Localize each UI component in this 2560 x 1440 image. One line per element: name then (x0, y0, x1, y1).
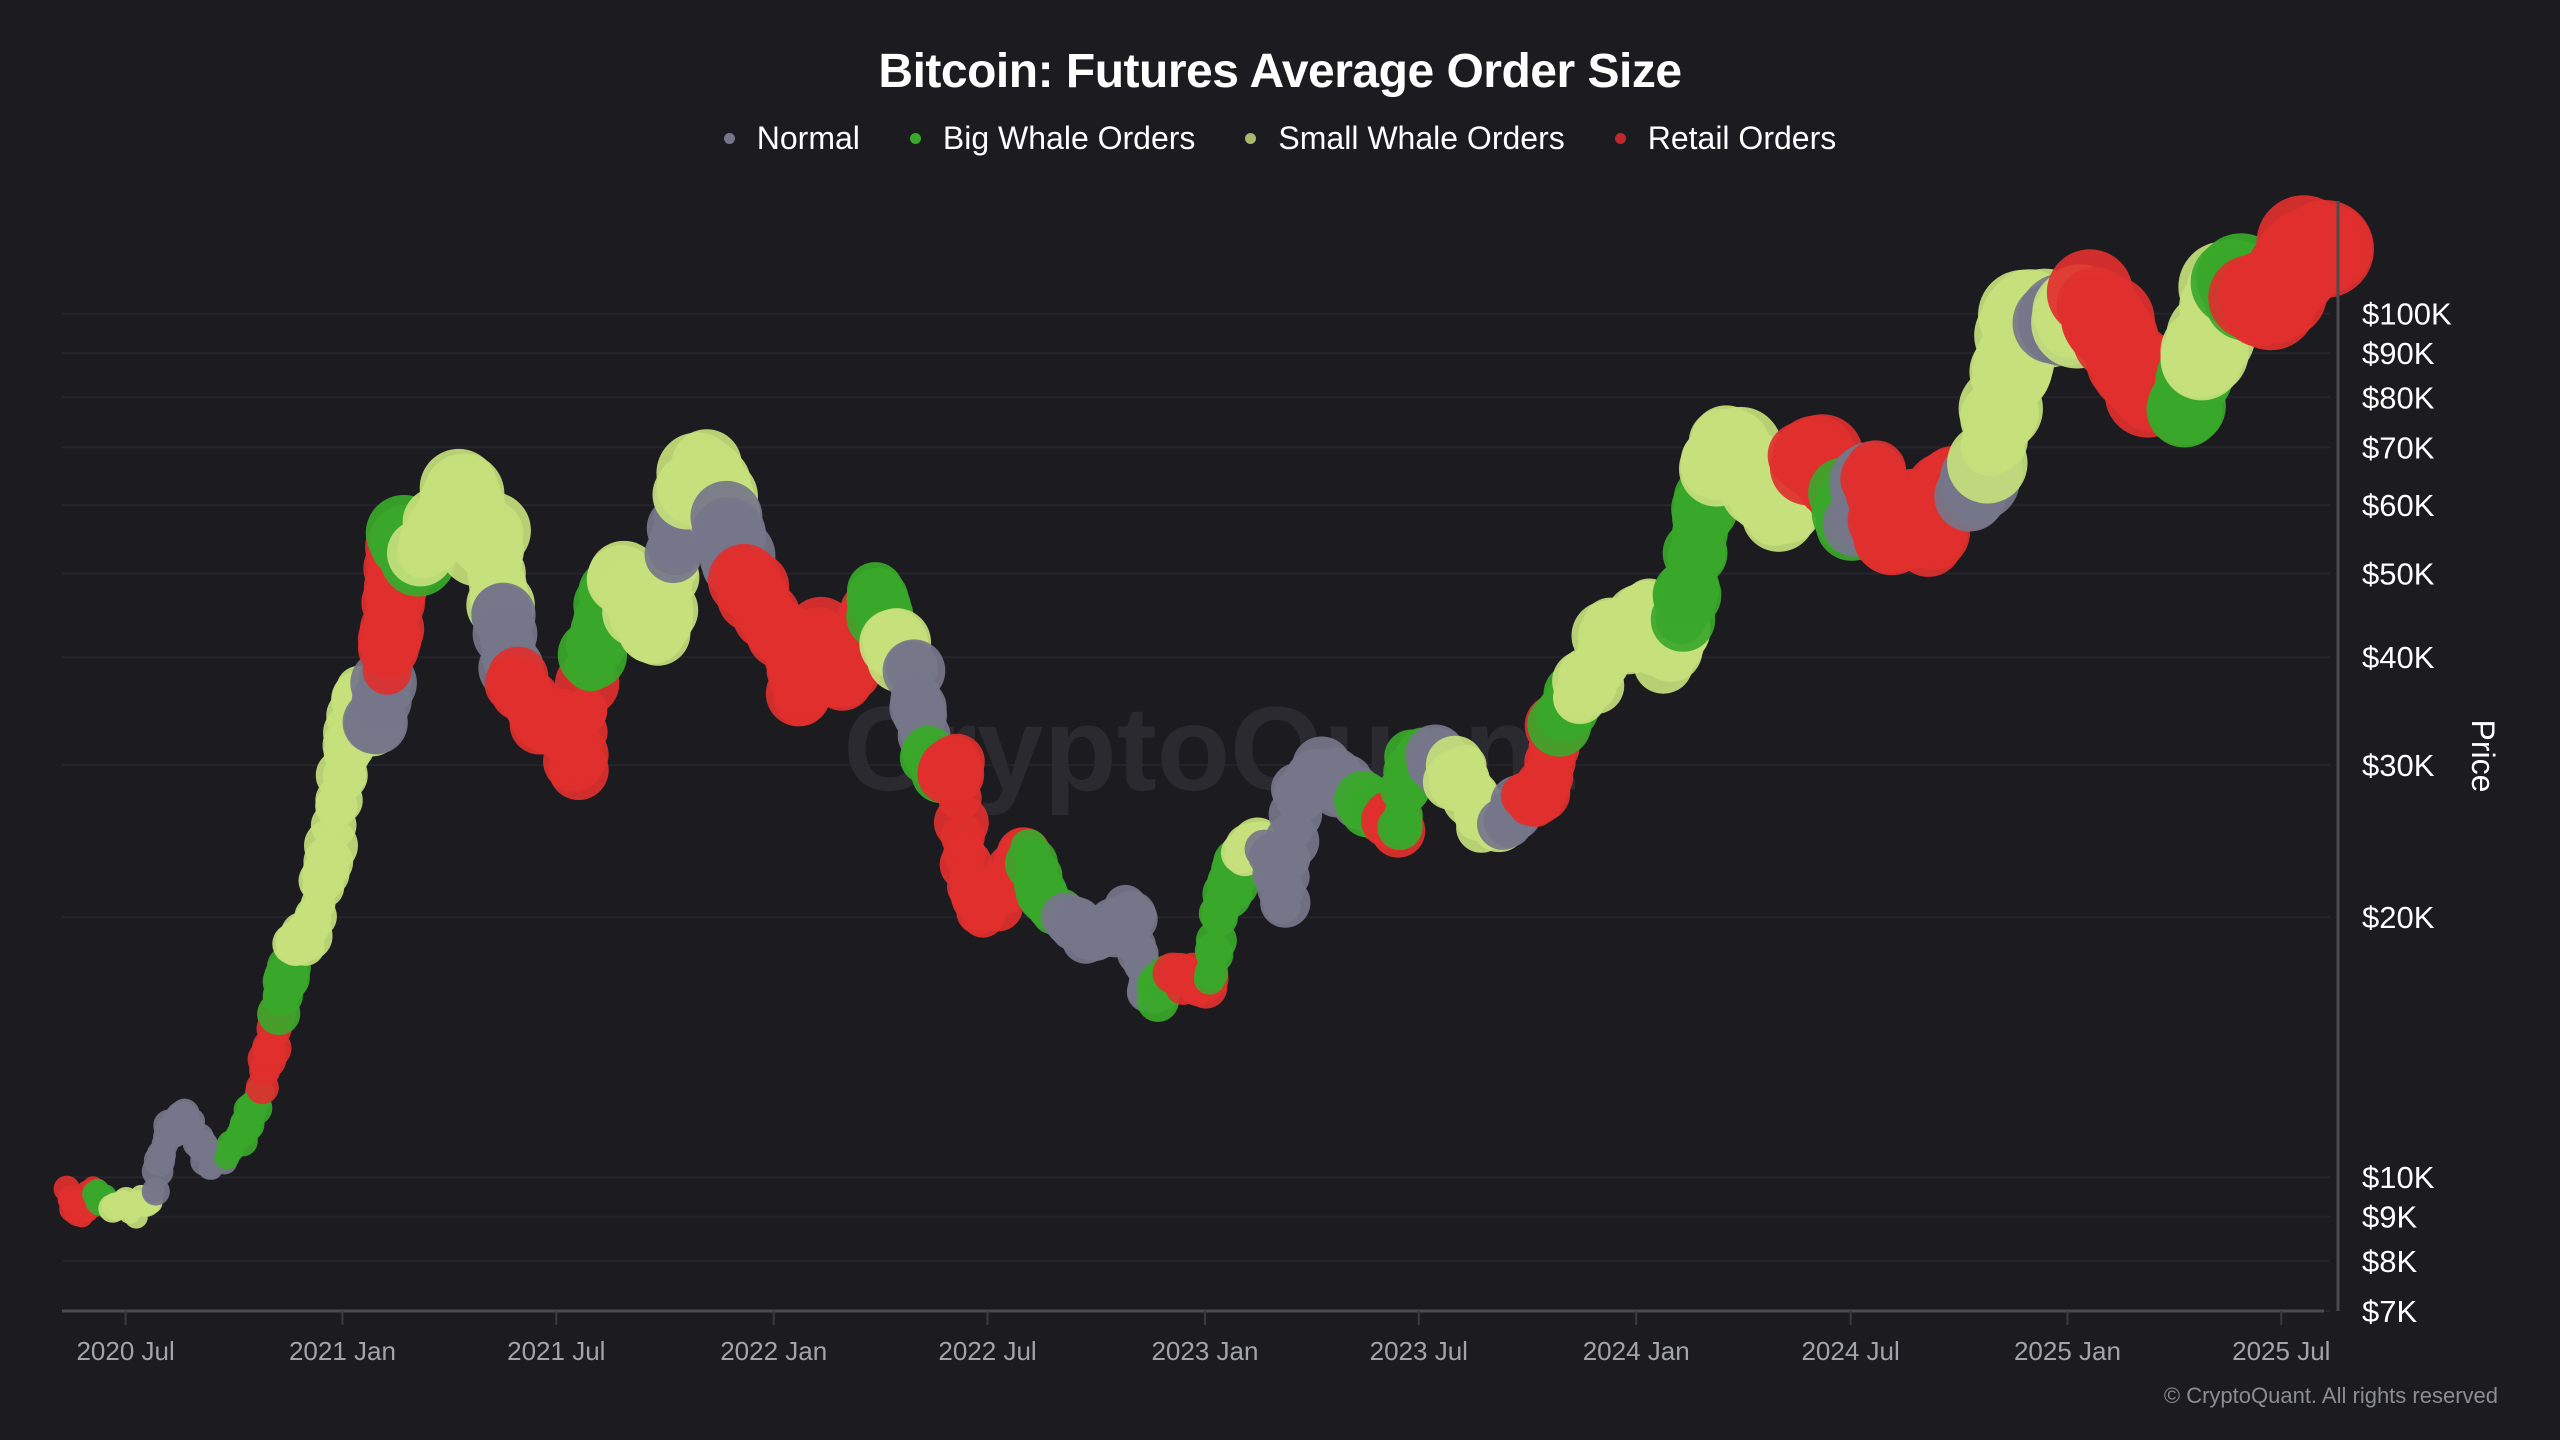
x-tick-label: 2024 Jul (1801, 1336, 1899, 1366)
legend-label: Retail Orders (1647, 120, 1837, 156)
y-tick-label: $60K (2362, 488, 2435, 523)
legend-dot-icon (1245, 133, 1257, 144)
x-tick-label: 2023 Jan (1151, 1336, 1258, 1366)
y-tick-label: $10K (2362, 1160, 2435, 1195)
x-tick-label: 2023 Jul (1370, 1336, 1468, 1366)
y-tick-label: $20K (2362, 900, 2435, 935)
legend-dot-icon (909, 133, 921, 144)
y-tick-label: $70K (2362, 430, 2435, 465)
x-tick-label: 2025 Jan (2014, 1336, 2121, 1366)
y-tick-label: $90K (2362, 336, 2435, 371)
x-tick-label: 2022 Jan (720, 1336, 827, 1366)
legend-item-big-whale[interactable]: Big Whale Orders (909, 120, 1196, 157)
y-tick-label: $30K (2362, 748, 2435, 783)
x-tick-label: 2025 Jul (2232, 1336, 2330, 1366)
legend-item-retail[interactable]: Retail Orders (1614, 120, 1837, 157)
legend: Normal Big Whale Orders Small Whale Orde… (0, 120, 2560, 157)
x-tick-label: 2021 Jan (289, 1336, 396, 1366)
x-tick-label: 2022 Jul (938, 1336, 1036, 1366)
x-tick-label: 2020 Jul (76, 1336, 174, 1366)
y-tick-label: $80K (2362, 380, 2435, 415)
y-tick-label: $9K (2362, 1200, 2417, 1235)
legend-item-normal[interactable]: Normal (723, 120, 860, 157)
y-axis-label: Price (2465, 720, 2501, 793)
legend-label: Small Whale Orders (1278, 120, 1565, 156)
y-tick-label: $100K (2362, 297, 2452, 332)
legend-item-small-whale[interactable]: Small Whale Orders (1245, 120, 1565, 157)
x-tick-label: 2021 Jul (507, 1336, 605, 1366)
chart-title: Bitcoin: Futures Average Order Size (878, 45, 1682, 98)
legend-dot-icon (723, 133, 735, 144)
y-tick-label: $50K (2362, 557, 2435, 592)
y-tick-label: $40K (2362, 640, 2435, 675)
y-tick-label: $8K (2362, 1244, 2417, 1279)
legend-label: Normal (756, 120, 860, 156)
x-tick-label: 2024 Jan (1583, 1336, 1690, 1366)
y-tick-label: $7K (2362, 1294, 2417, 1329)
data-point-retail[interactable] (2284, 203, 2373, 292)
legend-label: Big Whale Orders (942, 120, 1196, 156)
copyright: © CryptoQuant. All rights reserved (2163, 1383, 2498, 1408)
legend-dot-icon (1614, 133, 1626, 144)
